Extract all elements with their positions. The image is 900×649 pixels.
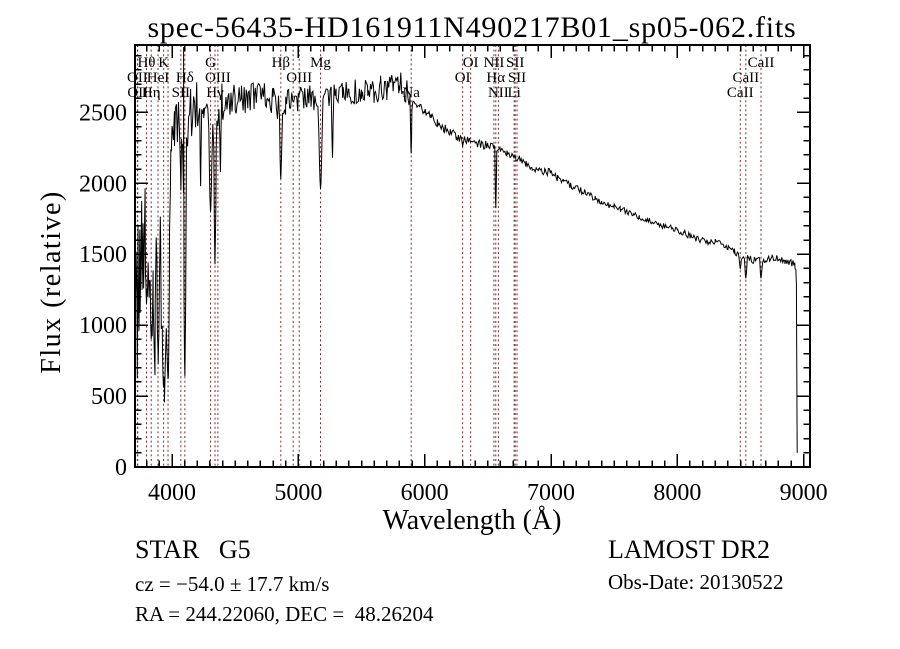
svg-text:OIII: OIII	[286, 70, 312, 86]
svg-text:NII: NII	[484, 55, 505, 71]
svg-text:Li: Li	[507, 85, 520, 101]
plot-title: spec-56435-HD161911N490217B01_sp05-062.f…	[147, 11, 796, 44]
svg-text:SII: SII	[506, 55, 524, 71]
svg-text:1500: 1500	[79, 242, 127, 268]
svg-text:OI: OI	[455, 70, 471, 86]
svg-text:K: K	[158, 55, 169, 71]
x-tick-labels: 4000 5000 6000 7000 8000 9000	[148, 480, 828, 506]
svg-text:OIII: OIII	[205, 70, 231, 86]
x-axis-label: Wavelength (Å)	[383, 505, 562, 536]
svg-text:4000: 4000	[148, 480, 196, 506]
svg-text:OII: OII	[127, 85, 148, 101]
spectral-line-labels: OIIOIIHθHηHeIKSIIHδGHγOIIIHβOIIIMgNaOIOI…	[127, 55, 774, 101]
svg-text:HeI: HeI	[147, 70, 170, 86]
svg-text:7000: 7000	[527, 480, 575, 506]
svg-text:Hβ: Hβ	[272, 55, 290, 71]
svg-text:Hδ: Hδ	[176, 70, 194, 86]
svg-text:0: 0	[115, 455, 127, 481]
plot-frame	[134, 44, 811, 468]
survey-text: LAMOST DR2	[608, 535, 770, 564]
svg-text:NII: NII	[488, 85, 509, 101]
ra-dec-text: RA = 244.22060, DEC = 48.26204	[135, 602, 434, 626]
svg-text:Hθ: Hθ	[137, 55, 155, 71]
svg-text:Hη: Hη	[142, 85, 161, 101]
y-axis-label: Flux (relative)	[36, 190, 67, 373]
y-tick-labels: 0 500 1000 1500 2000 2500	[79, 100, 127, 481]
obs-date-text: Obs-Date: 20130522	[608, 570, 784, 594]
spectrum-curve	[134, 47, 798, 463]
svg-text:CaII: CaII	[748, 55, 775, 71]
svg-text:500: 500	[91, 384, 127, 410]
svg-text:6000: 6000	[401, 480, 449, 506]
svg-text:Mg: Mg	[310, 55, 331, 71]
spectral-line-markers	[136, 45, 762, 467]
svg-text:G: G	[205, 55, 216, 71]
svg-text:1000: 1000	[79, 313, 127, 339]
svg-text:SII: SII	[172, 85, 190, 101]
svg-text:OI: OI	[463, 55, 479, 71]
svg-text:2000: 2000	[79, 171, 127, 197]
svg-text:8000: 8000	[653, 480, 701, 506]
svg-text:OII: OII	[127, 70, 148, 86]
svg-text:2500: 2500	[79, 100, 127, 126]
svg-text:5000: 5000	[274, 480, 322, 506]
cz-text: cz = −54.0 ± 17.7 km/s	[135, 572, 329, 596]
svg-text:CaII: CaII	[733, 70, 760, 86]
svg-text:Na: Na	[402, 85, 420, 101]
axis-ticks	[135, 45, 810, 468]
svg-text:Hγ: Hγ	[206, 85, 224, 101]
svg-text:CaII: CaII	[727, 85, 754, 101]
svg-text:9000: 9000	[780, 480, 828, 506]
svg-text:Hα: Hα	[486, 70, 505, 86]
svg-text:SII: SII	[508, 70, 526, 86]
star-class-text: STAR G5	[135, 535, 251, 564]
